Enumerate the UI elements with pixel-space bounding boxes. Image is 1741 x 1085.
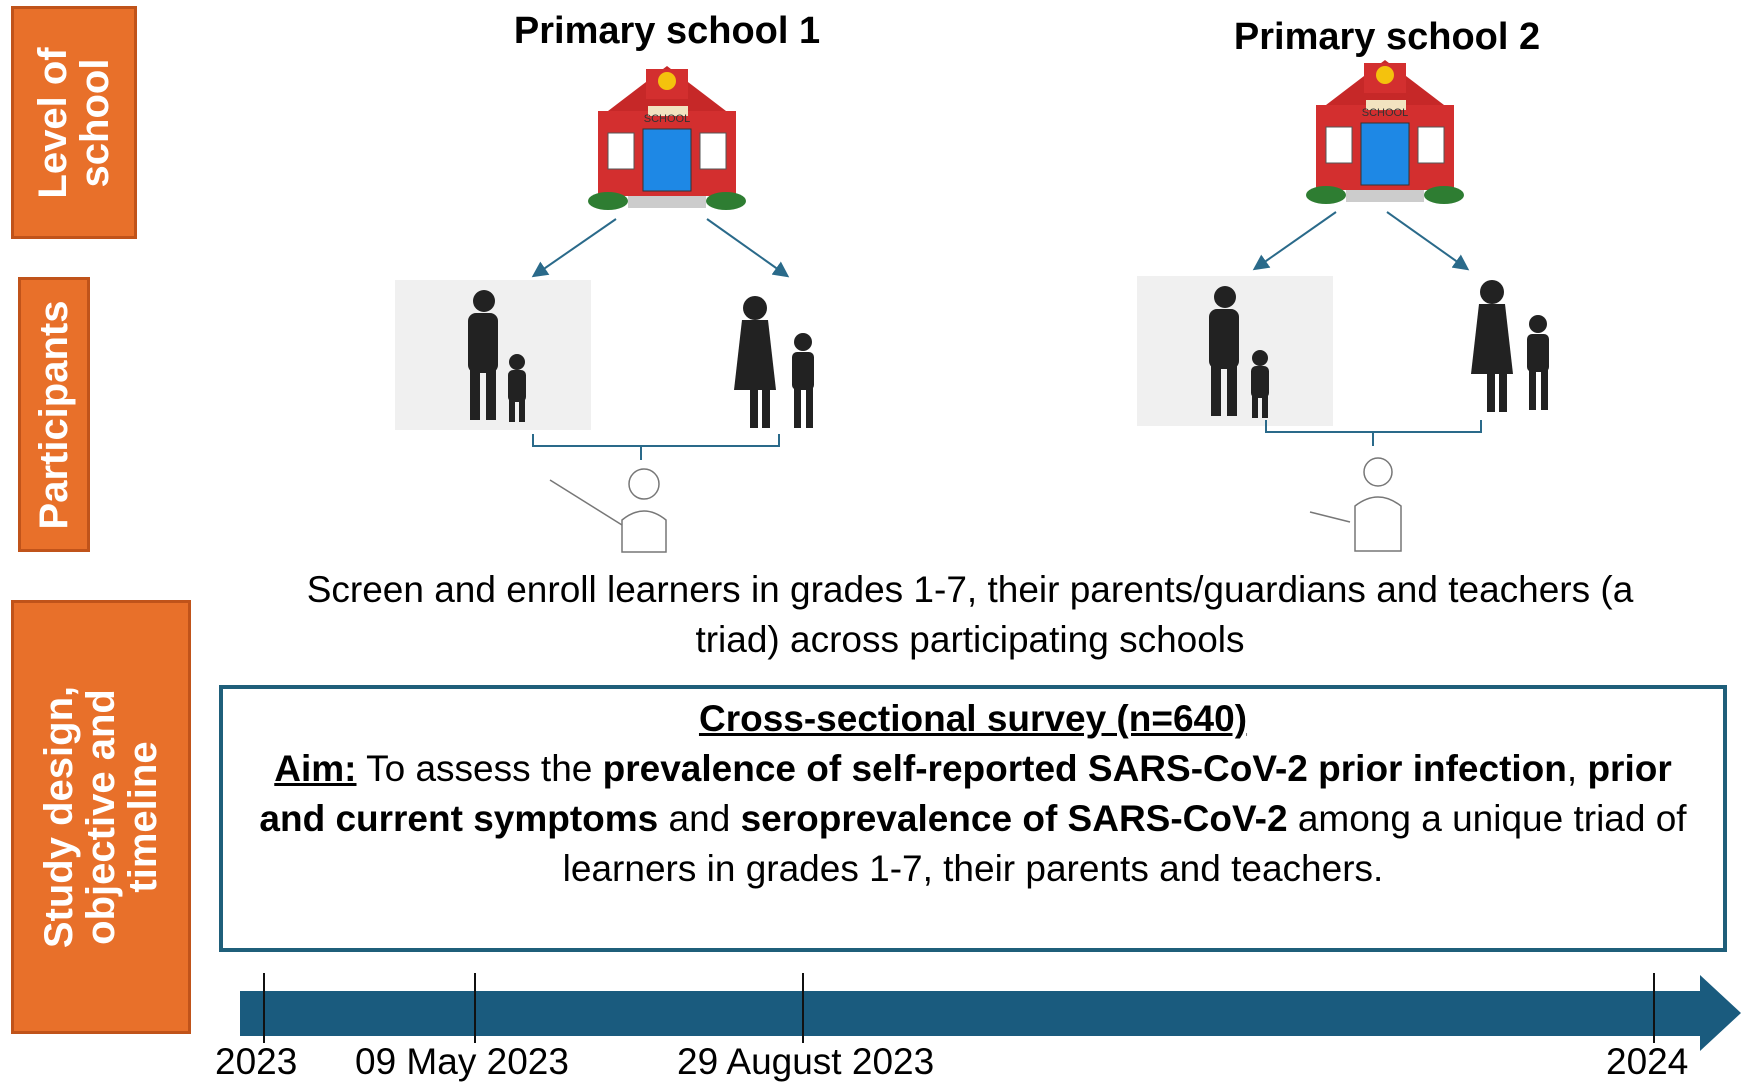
aim-text: and [669,798,731,839]
school-title: Primary school 1 [514,10,820,53]
timeline-label: 2024 [1606,1041,1688,1083]
side-text: Study design, objective and timeline [38,667,164,967]
school-sign: SCHOOL [644,113,690,125]
school-icon [588,66,746,210]
survey-box: Cross-sectional survey (n=640) Aim: To a… [219,685,1727,952]
enrollment-text: Screen and enroll learners in grades 1-7… [270,565,1670,665]
silhouettes [468,280,1549,428]
school-icon [1306,60,1464,204]
teacher-sketch [550,458,1401,552]
timeline-label: 2023 [215,1041,297,1083]
side-label: Study design, objective and timeline [11,600,191,1034]
page: SCHOOL SCHOOL Level of school Participan… [0,0,1741,1085]
school-title: Primary school 2 [1234,16,1540,59]
side-label: Level of school [11,6,137,239]
school-sign: SCHOOL [1362,107,1408,119]
survey-title: Cross-sectional survey (n=640) [699,698,1247,739]
arrows [535,212,1466,275]
aim-bold: seroprevalence of SARS-CoV-2 [741,798,1288,839]
aim-label: Aim: [274,748,356,789]
brackets [533,420,1481,460]
side-text: Participants [33,300,75,529]
timeline-label: 29 August 2023 [677,1041,934,1083]
timeline-label: 09 May 2023 [355,1041,569,1083]
side-label: Participants [18,277,90,552]
aim-text: To assess the [366,748,592,789]
side-text: Level of school [32,33,116,213]
aim-text: , [1567,748,1577,789]
aim-bold: prevalence of self-reported SARS-CoV-2 p… [603,748,1567,789]
timeline-arrow [240,975,1741,1051]
